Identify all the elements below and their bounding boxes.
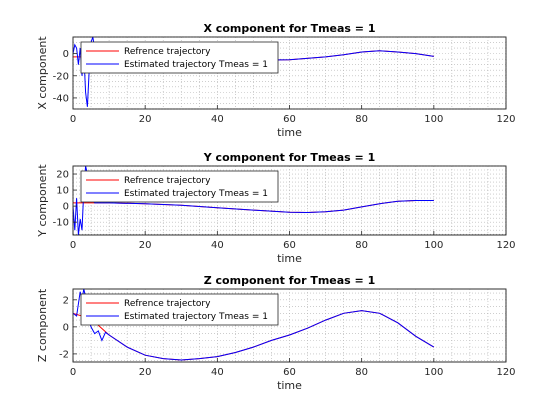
x-tick-label: 20 <box>139 367 152 378</box>
legend-box <box>80 170 279 203</box>
series-line-estimated <box>73 166 434 235</box>
y-tick-label: 0 <box>63 49 69 60</box>
legend-label: Refrence trajectory <box>124 299 211 309</box>
y-tick-label: -2 <box>59 349 69 360</box>
x-axis-label: time <box>277 379 302 392</box>
x-tick-label: 120 <box>496 240 515 251</box>
legend: Refrence trajectory Estimated trajectory … <box>80 170 279 203</box>
x-tick-label: 60 <box>283 240 296 251</box>
x-tick-label: 20 <box>139 114 152 125</box>
legend-label: Refrence trajectory <box>124 176 211 186</box>
x-axis-label: time <box>277 252 302 265</box>
x-tick-label: 80 <box>355 240 368 251</box>
x-tick-label: 80 <box>355 114 368 125</box>
x-tick-label: 0 <box>70 367 76 378</box>
x-tick-label: 0 <box>70 240 76 251</box>
legend-label: Refrence trajectory <box>124 47 211 57</box>
x-tick-label: 120 <box>496 367 515 378</box>
x-tick-label: 60 <box>283 367 296 378</box>
y-tick-label: -20 <box>53 71 69 82</box>
x-tick-label: 100 <box>424 114 443 125</box>
chart-title: X component for Tmeas = 1 <box>203 22 375 35</box>
y-tick-label: 2 <box>63 295 69 306</box>
x-tick-label: 80 <box>355 367 368 378</box>
y-tick-label: 0 <box>63 322 69 333</box>
legend-label: Estimated trajectory Tmeas = 1 <box>124 60 268 70</box>
chart-title: Z component for Tmeas = 1 <box>204 274 376 287</box>
legend: Refrence trajectory Estimated trajectory … <box>80 293 279 326</box>
x-tick-label: 120 <box>496 114 515 125</box>
y-axis-label: Z component <box>36 288 49 362</box>
y-tick-label: -40 <box>53 93 69 104</box>
x-tick-label: 0 <box>70 114 76 125</box>
y-tick-label: -10 <box>53 218 69 229</box>
y-axis-label: X component <box>36 36 49 110</box>
x-tick-label: 100 <box>424 240 443 251</box>
y-tick-label: 0 <box>63 202 69 213</box>
x-tick-label: 60 <box>283 114 296 125</box>
y-tick-label: 10 <box>56 186 69 197</box>
y-tick-label: 20 <box>56 170 69 181</box>
x-axis-label: time <box>277 126 302 139</box>
subplot-1: 0 20 40 60 80 100 120 -40 -20 0 X component for Tm… <box>36 22 516 139</box>
x-tick-label: 40 <box>211 367 224 378</box>
chart-title: Y component for Tmeas = 1 <box>203 151 376 164</box>
x-tick-label: 100 <box>424 367 443 378</box>
legend: Refrence trajectory Estimated trajectory … <box>80 41 279 74</box>
legend-box <box>80 293 279 326</box>
legend-box <box>80 41 279 74</box>
x-tick-label: 40 <box>211 240 224 251</box>
y-axis-label: Y component <box>36 164 49 238</box>
legend-label: Estimated trajectory Tmeas = 1 <box>124 189 268 199</box>
x-tick-label: 40 <box>211 114 224 125</box>
x-tick-label: 20 <box>139 240 152 251</box>
legend-label: Estimated trajectory Tmeas = 1 <box>124 312 268 322</box>
